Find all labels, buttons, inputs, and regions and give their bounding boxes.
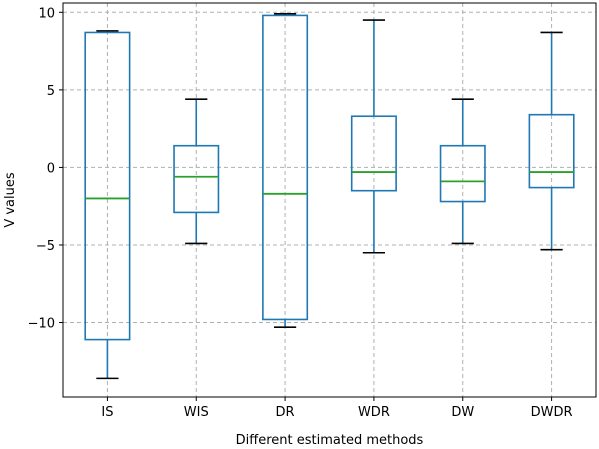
- box-dwdr: [528, 31, 575, 251]
- axes-layer: 10 5 0 −5 −10 IS WIS DR WDR DW DWDR: [28, 6, 573, 420]
- y-tick-label: −5: [36, 239, 55, 254]
- x-axis-label: Different estimated methods: [236, 433, 424, 448]
- iqr-box: [84, 31, 131, 341]
- y-axis-label: V values: [3, 172, 18, 228]
- iqr-box: [528, 113, 575, 189]
- x-tick-label: DW: [451, 405, 474, 420]
- x-tick-label: IS: [101, 405, 113, 420]
- plot-frame: [62, 2, 597, 398]
- y-tick-label: 0: [47, 161, 55, 176]
- box-wdr: [350, 19, 397, 254]
- box-is: [84, 30, 131, 380]
- y-tick-label: 5: [47, 84, 55, 99]
- box-dr: [262, 13, 309, 328]
- iqr-box: [262, 14, 309, 321]
- y-tick-label: −10: [28, 317, 55, 332]
- x-tick-label: DWDR: [531, 405, 573, 420]
- iqr-box: [173, 144, 220, 214]
- box-dw: [439, 98, 486, 245]
- x-tick-label: WDR: [358, 405, 390, 420]
- iqr-box: [350, 115, 397, 192]
- grid-layer: [63, 3, 596, 397]
- x-tick-label: WIS: [184, 405, 209, 420]
- boxes-layer: [84, 13, 575, 380]
- x-tick-label: DR: [276, 405, 295, 420]
- y-tick-label: 10: [38, 6, 55, 21]
- box-wis: [173, 98, 220, 245]
- iqr-box: [439, 144, 486, 203]
